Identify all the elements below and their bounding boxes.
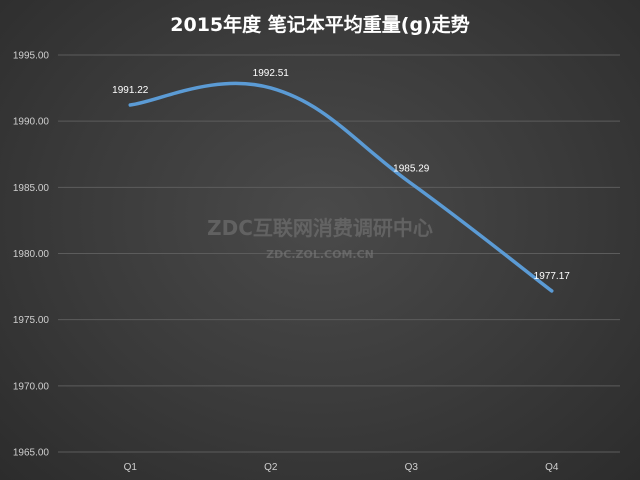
x-tick-label: Q3 xyxy=(405,462,419,473)
y-axis-ticks: 1965.00 1970.00 1975.00 1980.00 1985.00 1990.… xyxy=(13,51,50,459)
watermark-url: ZDC.ZOL.COM.CN xyxy=(266,248,374,261)
series-line xyxy=(128,81,554,293)
gridlines xyxy=(58,54,620,453)
chart-title: 2015年度 笔记本平均重量(g)走势 xyxy=(170,13,469,36)
data-label: 1992.51 xyxy=(253,68,290,79)
data-label: 1991.22 xyxy=(112,85,149,96)
watermark: ZDC互联网消费调研中心 ZDC.ZOL.COM.CN xyxy=(207,216,433,261)
data-label: 1985.29 xyxy=(393,163,430,174)
y-tick-label: 1995.00 xyxy=(13,51,50,62)
y-tick-label: 1970.00 xyxy=(13,381,50,392)
data-labels: 1991.22 1992.51 1985.29 1977.17 xyxy=(112,68,570,282)
y-tick-label: 1980.00 xyxy=(13,249,50,260)
x-tick-label: Q1 xyxy=(124,462,138,473)
series-weight xyxy=(128,81,554,293)
watermark-text: ZDC互联网消费调研中心 xyxy=(207,216,433,240)
y-tick-label: 1990.00 xyxy=(13,117,50,128)
x-axis-ticks: Q1 Q2 Q3 Q4 xyxy=(124,462,559,473)
y-tick-label: 1965.00 xyxy=(13,448,50,459)
x-tick-label: Q4 xyxy=(545,462,559,473)
x-tick-label: Q2 xyxy=(264,462,278,473)
y-tick-label: 1985.00 xyxy=(13,183,50,194)
data-label: 1977.17 xyxy=(534,271,571,282)
y-tick-label: 1975.00 xyxy=(13,315,50,326)
